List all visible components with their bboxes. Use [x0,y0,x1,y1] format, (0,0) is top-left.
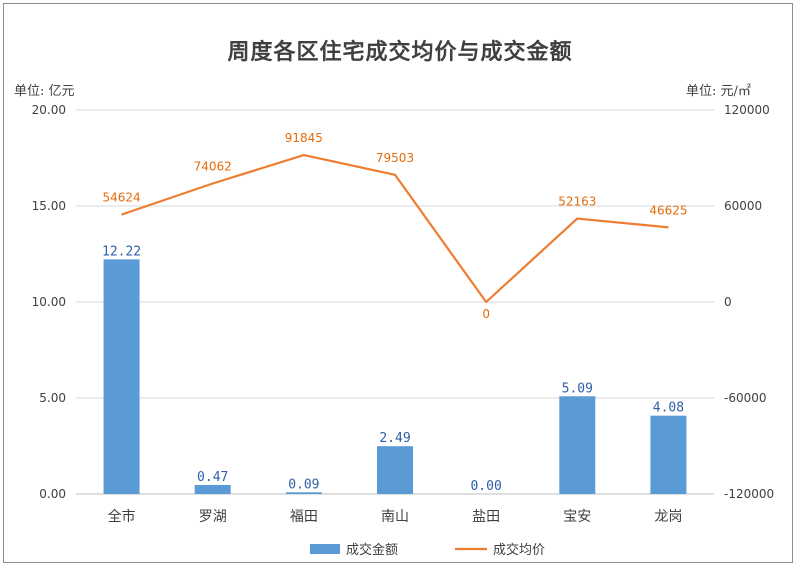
category-label: 全市 [108,508,136,525]
right-axis-unit: 单位: 元/㎡ [686,84,751,99]
left-axis-tick-label: 10.00 [32,295,66,309]
line-value-label: 91845 [285,131,323,145]
left-axis-tick-label: 5.00 [39,391,66,405]
legend-line-label: 成交均价 [493,542,545,558]
line-value-label: 0 [482,307,490,321]
category-label: 福田 [290,509,318,525]
bar [103,259,140,494]
right-axis-tick-label: -60000 [724,391,767,405]
right-axis-tick-label: 0 [724,295,732,309]
right-axis-tick-label: -120000 [724,487,774,501]
bar-value-label: 12.22 [102,244,141,259]
bar-value-label: 2.49 [379,431,410,446]
bar-value-label: 4.08 [653,401,684,416]
category-label: 宝安 [563,509,591,525]
category-label: 盐田 [472,509,500,525]
bar-value-label: 0.09 [288,477,319,492]
left-axis-unit: 单位: 亿元 [14,84,75,99]
legend-bar-label: 成交金额 [346,542,398,558]
left-axis-tick-label: 20.00 [32,103,66,117]
line-value-label: 54624 [102,191,140,205]
line-value-label: 74062 [194,160,232,174]
category-label: 龙岗 [654,509,682,525]
chart-title: 周度各区住宅成交均价与成交金额 [227,39,573,65]
line-value-label: 79503 [376,151,414,165]
bar [559,396,596,494]
left-axis-tick-label: 15.00 [32,199,66,213]
right-axis-tick-label: 120000 [724,103,770,117]
category-label: 南山 [381,509,409,525]
bar [377,446,413,494]
bar [194,484,231,494]
category-label: 罗湖 [199,509,227,525]
bar [285,492,322,494]
bar [650,415,687,494]
line-value-label: 52163 [558,195,596,209]
right-axis-tick-label: 60000 [724,199,762,213]
line-value-label: 46625 [649,203,687,217]
bar-value-label: 0.47 [197,470,228,485]
bar-value-label: 0.00 [470,479,501,494]
bar-value-label: 5.09 [562,381,593,396]
legend-bar-swatch [310,544,340,554]
left-axis-tick-label: 0.00 [39,487,66,501]
line-series [121,153,669,304]
